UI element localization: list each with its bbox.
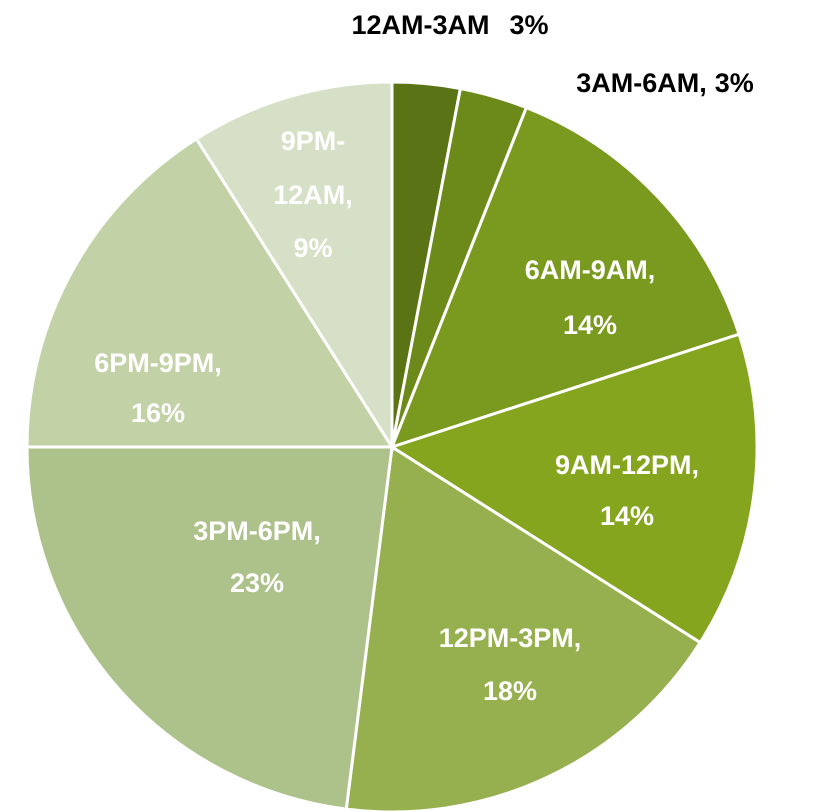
value-label: 3%: [510, 10, 549, 40]
category-label: 6AM-9AM,: [525, 255, 656, 285]
category-label: 12AM-3AM: [351, 10, 489, 40]
category-label-line: 12AM,: [273, 180, 353, 210]
category-label: 3PM-6PM,: [193, 516, 321, 546]
value-label: 9%: [293, 233, 332, 263]
category-label: 6PM-9PM,: [94, 348, 222, 378]
pie-slice: [194, 80, 394, 453]
value-label: 23%: [230, 568, 284, 598]
data-label: 3AM-6AM, 3%: [576, 68, 754, 98]
value-label: 16%: [131, 398, 185, 428]
value-label: 18%: [483, 676, 537, 706]
category-label: 12PM-3PM,: [439, 623, 582, 653]
value-label: 14%: [600, 501, 654, 531]
value-label: 3%: [715, 68, 754, 98]
pie-slice: [25, 136, 395, 449]
pie-slice: [25, 445, 394, 811]
category-label: 9AM-12PM,: [555, 450, 699, 480]
value-label: 14%: [563, 310, 617, 340]
data-label: 12AM-3AM 3%: [351, 10, 548, 40]
category-label: 3AM-6AM,: [576, 68, 707, 98]
pie-slice: [388, 332, 759, 645]
category-label: 9PM- 12AM,: [273, 126, 353, 210]
category-label-line: 9PM-: [281, 126, 346, 156]
